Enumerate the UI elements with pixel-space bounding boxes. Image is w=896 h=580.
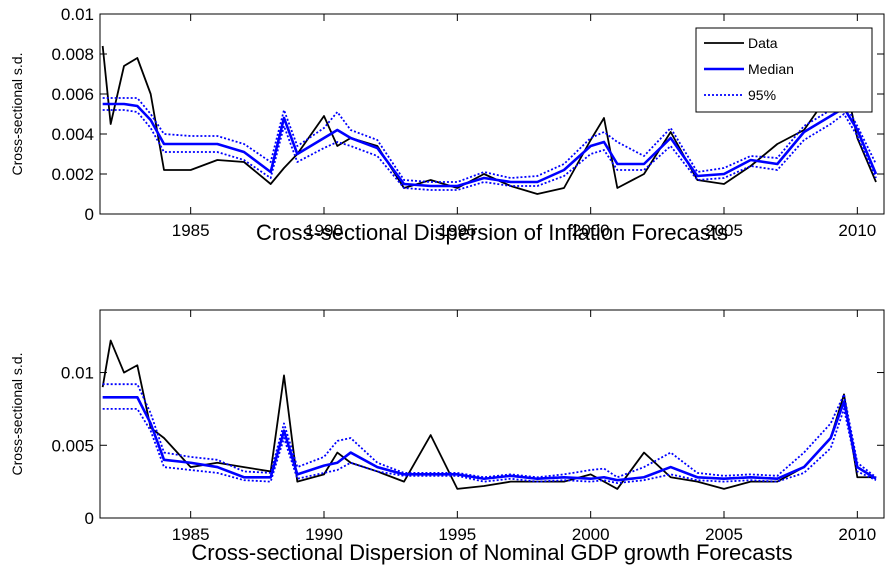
axes-box (99, 309, 885, 519)
x-tick-label: 1995 (438, 525, 476, 544)
x-tick-label: 1995 (438, 221, 476, 240)
x-tick-label: 2005 (705, 221, 743, 240)
x-tick-label: 1985 (172, 221, 210, 240)
y-axis-title: Cross-sectional s.d. (9, 353, 25, 476)
y-tick-label: 0.006 (51, 85, 94, 104)
plot-area (101, 45, 878, 195)
legend-label: 95% (748, 87, 776, 103)
axes-box (99, 13, 885, 215)
y-tick-label: 0.004 (51, 125, 94, 144)
legend-label: Median (748, 61, 794, 77)
x-tick-label: 2010 (838, 525, 876, 544)
y-tick-label: 0 (85, 509, 94, 528)
x-tick-label: 2000 (572, 525, 610, 544)
x-tick-label: 1990 (305, 221, 343, 240)
series-line (102, 102, 878, 188)
x-tick-label: 1990 (305, 525, 343, 544)
x-tick-label: 1985 (172, 525, 210, 544)
x-axis-title: Cross-sectional Dispersion of Nominal GD… (191, 540, 792, 565)
x-tick-label: 2005 (705, 525, 743, 544)
y-tick-label: 0.002 (51, 165, 94, 184)
series-line (101, 45, 877, 195)
plot-area (101, 339, 877, 490)
legend-label: Data (748, 35, 778, 51)
y-tick-label: 0.008 (51, 45, 94, 64)
x-tick-label: 2000 (572, 221, 610, 240)
y-tick-label: 0 (85, 205, 94, 224)
y-axis-title: Cross-sectional s.d. (9, 53, 25, 176)
series-line (102, 109, 877, 191)
series-line (101, 339, 876, 490)
series-line (102, 408, 877, 484)
y-tick-label: 0.01 (61, 5, 94, 24)
x-tick-label: 2010 (838, 221, 876, 240)
series-line (102, 395, 877, 482)
x-axis-title: Cross-sectional Dispersion of Inflation … (256, 220, 728, 245)
y-tick-label: 0.005 (51, 436, 94, 455)
y-tick-label: 0.01 (61, 364, 94, 383)
series-line (102, 383, 877, 479)
